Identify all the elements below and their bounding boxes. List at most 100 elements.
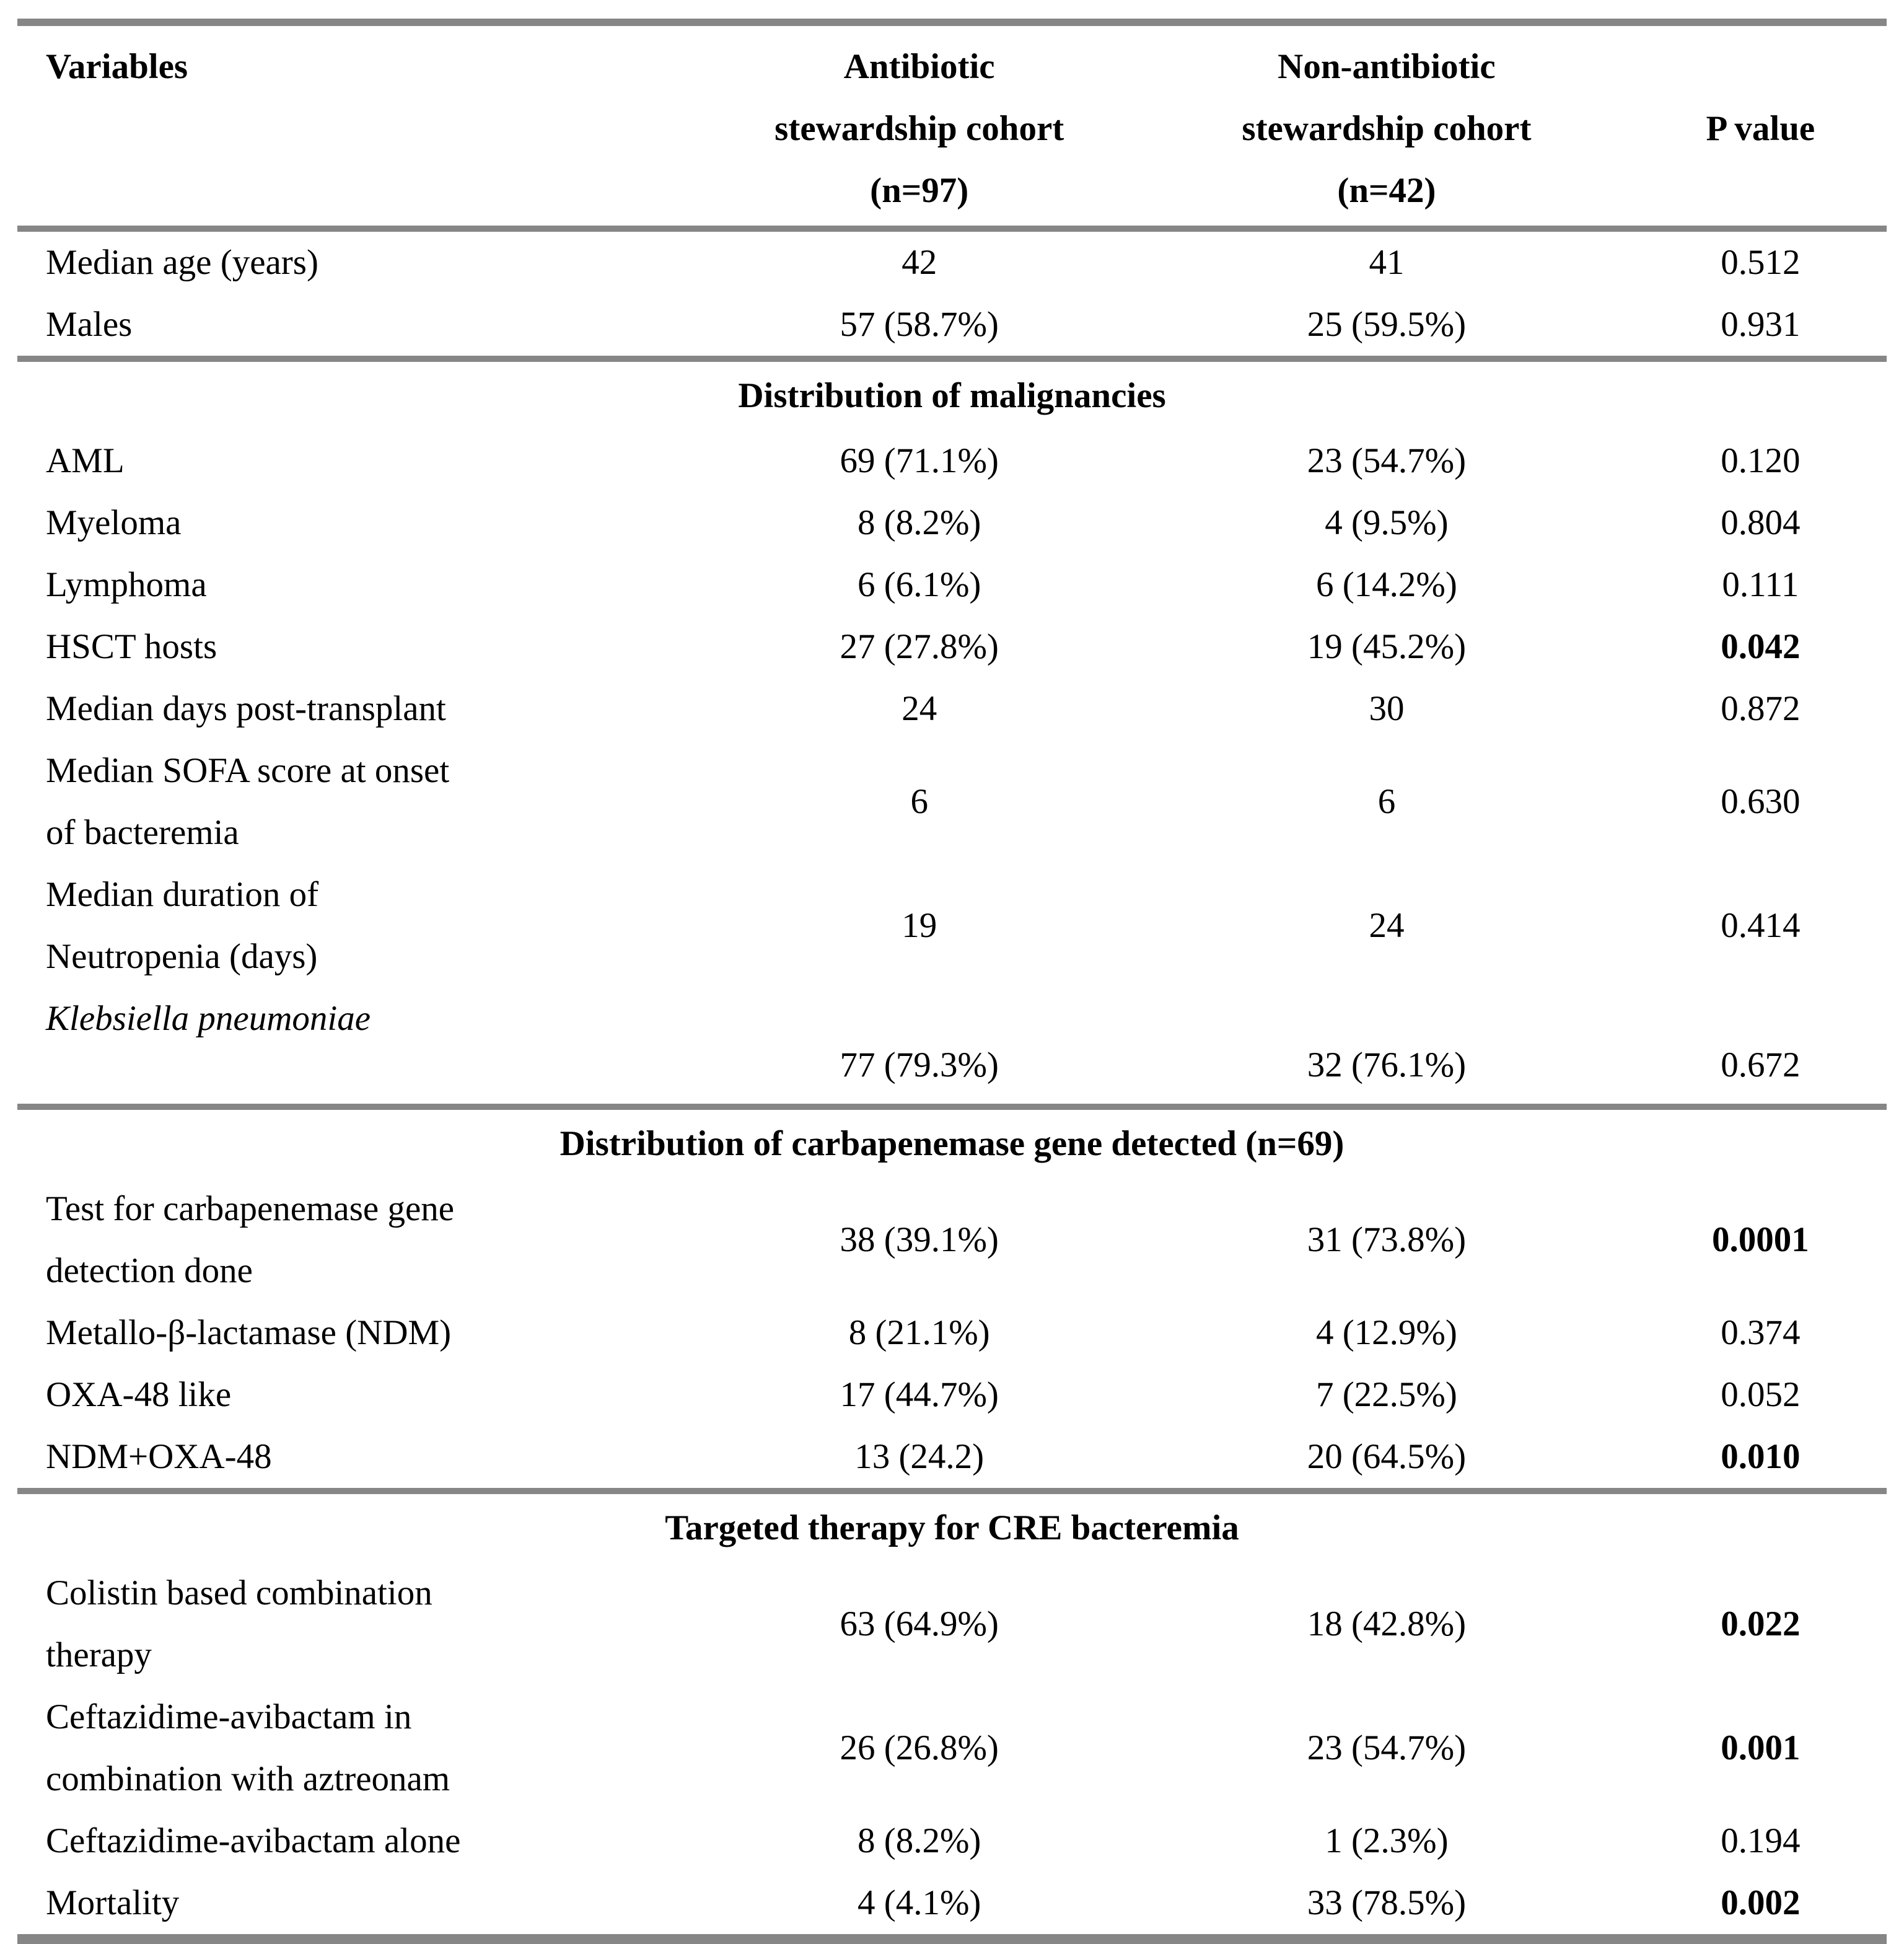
p-value: 0.931 [1634, 294, 1887, 362]
antibiotic-cohort-value: 8 (21.1%) [848, 1313, 990, 1352]
section-header: Distribution of malignancies [738, 376, 1166, 415]
antibiotic-cohort-value: 19 [902, 906, 937, 945]
antibiotic-cohort-value: 6 [910, 782, 928, 821]
non-antibiotic-cohort-value: 20 (64.5%) [1139, 1426, 1634, 1494]
antibiotic-cohort-value: 8 (8.2%) [857, 1821, 981, 1860]
non-antibiotic-cohort-value: 32 (76.1%) [1139, 988, 1634, 1110]
non-antibiotic-cohort-value: 23 (54.7%) [1307, 1728, 1467, 1767]
variable-label: Median SOFA score at onset of bacteremia [46, 751, 450, 852]
variable-label: OXA-48 like [46, 1375, 232, 1414]
table-row: Ceftazidime-avibactam in combination wit… [17, 1686, 1887, 1810]
p-value: 0.111 [1722, 565, 1799, 604]
table-header: Variables Antibiotic stewardship cohort … [17, 26, 1887, 232]
p-value: 0.022 [1721, 1604, 1801, 1643]
table-row: Median age (years) 42 41 0.512 [17, 229, 1887, 294]
p-value: 0.001 [1721, 1728, 1801, 1767]
table-row: Median duration of Neutropenia (days) 19 2… [17, 864, 1887, 988]
antibiotic-cohort-value: 17 (44.7%) [840, 1375, 999, 1414]
column-header-variables: Variables [17, 26, 700, 232]
p-value: 0.630 [1721, 782, 1801, 821]
table-row: Myeloma 8 (8.2%) 4 (9.5%) 0.804 [17, 492, 1887, 554]
p-value: 0.010 [1634, 1426, 1887, 1494]
p-value: 0.414 [1721, 906, 1801, 945]
antibiotic-cohort-value: 6 (6.1%) [857, 565, 981, 604]
cohort-comparison-table: Variables Antibiotic stewardship cohort … [17, 26, 1887, 1934]
p-value: 0.512 [1721, 243, 1801, 282]
section-header: Distribution of carbapenemase gene detec… [559, 1124, 1345, 1163]
non-antibiotic-cohort-value: 4 (12.9%) [1315, 1313, 1457, 1352]
non-antibiotic-cohort-value: 31 (73.8%) [1307, 1220, 1467, 1259]
table-row: Test for carbapenemase gene detection do… [17, 1178, 1887, 1302]
non-antibiotic-cohort-value: 1 (2.3%) [1325, 1821, 1449, 1860]
antibiotic-cohort-value: 42 [902, 243, 937, 282]
non-antibiotic-cohort-value: 4 (9.5%) [1325, 503, 1449, 542]
p-value: 0.672 [1634, 988, 1887, 1110]
table-row: Mortality 4 (4.1%) 33 (78.5%) 0.002 [17, 1872, 1887, 1934]
table-row: Colistin based combination therapy 63 (64… [17, 1562, 1887, 1686]
variable-label: Colistin based combination therapy [46, 1573, 432, 1674]
variable-label: Males [17, 294, 700, 362]
non-antibiotic-cohort-value: 25 (59.5%) [1139, 294, 1634, 362]
p-value: 0.872 [1721, 689, 1801, 728]
column-header-non-antibiotic-cohort: Non-antibiotic stewardship cohort (n=42) [1139, 26, 1634, 232]
non-antibiotic-cohort-value: 18 (42.8%) [1307, 1604, 1467, 1643]
antibiotic-cohort-value: 77 (79.3%) [700, 988, 1139, 1110]
variable-label: Klebsiella pneumoniae [17, 988, 700, 1110]
table-frame: Variables Antibiotic stewardship cohort … [17, 19, 1887, 1944]
header-row: Variables Antibiotic stewardship cohort … [17, 26, 1887, 232]
table-row: Median SOFA score at onset of bacteremia… [17, 740, 1887, 864]
section-header-row: Distribution of carbapenemase gene detec… [17, 1107, 1887, 1178]
variable-label: HSCT hosts [46, 627, 217, 666]
table-row: OXA-48 like 17 (44.7%) 7 (22.5%) 0.052 [17, 1364, 1887, 1426]
table-body: Median age (years) 42 41 0.512 Males 57 (58.7… [17, 229, 1887, 1934]
p-value: 0.042 [1721, 627, 1801, 666]
non-antibiotic-cohort-value: 24 [1369, 906, 1405, 945]
variable-label: Ceftazidime-avibactam in combination wit… [46, 1697, 450, 1798]
variable-label: Median days post-transplant [46, 689, 446, 728]
non-antibiotic-cohort-value: 41 [1369, 243, 1405, 282]
variable-label: Lymphoma [46, 565, 207, 604]
antibiotic-cohort-value: 63 (64.9%) [840, 1604, 999, 1643]
p-value: 0.0001 [1711, 1220, 1809, 1259]
antibiotic-cohort-value: 57 (58.7%) [700, 294, 1139, 362]
section-header: Targeted therapy for CRE bacteremia [665, 1508, 1239, 1547]
non-antibiotic-cohort-value: 6 (14.2%) [1315, 565, 1457, 604]
table-row: AML 69 (71.1%) 23 (54.7%) 0.120 [17, 430, 1887, 492]
non-antibiotic-cohort-value: 33 (78.5%) [1307, 1883, 1467, 1922]
section-header-row: Targeted therapy for CRE bacteremia [17, 1491, 1887, 1562]
p-value: 0.804 [1721, 503, 1801, 542]
antibiotic-cohort-value: 8 (8.2%) [857, 503, 981, 542]
antibiotic-cohort-value: 4 (4.1%) [857, 1883, 981, 1922]
column-header-antibiotic-cohort: Antibiotic stewardship cohort (n=97) [700, 26, 1139, 232]
non-antibiotic-cohort-value: 7 (22.5%) [1315, 1375, 1457, 1414]
variable-label: Ceftazidime-avibactam alone [46, 1821, 461, 1860]
table-row: Males 57 (58.7%) 25 (59.5%) 0.931 [17, 294, 1887, 362]
non-antibiotic-cohort-value: 6 [1377, 782, 1396, 821]
p-value: 0.120 [1721, 441, 1801, 480]
antibiotic-cohort-value: 13 (24.2) [700, 1426, 1139, 1494]
table-row: Metallo-β-lactamase (NDM) 8 (21.1%) 4 (12.… [17, 1302, 1887, 1364]
table-row: Median days post-transplant 24 30 0.872 [17, 678, 1887, 740]
section-header-row: Distribution of malignancies [17, 359, 1887, 430]
non-antibiotic-cohort-value: 23 (54.7%) [1307, 441, 1467, 480]
non-antibiotic-cohort-value: 19 (45.2%) [1307, 627, 1467, 666]
p-value: 0.374 [1721, 1313, 1801, 1352]
variable-label: AML [46, 441, 125, 480]
antibiotic-cohort-value: 38 (39.1%) [840, 1220, 999, 1259]
variable-label: NDM+OXA-48 [17, 1426, 700, 1494]
p-value: 0.194 [1721, 1821, 1801, 1860]
antibiotic-cohort-value: 26 (26.8%) [840, 1728, 999, 1767]
p-value: 0.052 [1721, 1375, 1801, 1414]
antibiotic-cohort-value: 27 (27.8%) [840, 627, 999, 666]
antibiotic-cohort-value: 24 [902, 689, 937, 728]
variable-label: Median duration of Neutropenia (days) [46, 875, 319, 976]
table-row: Ceftazidime-avibactam alone 8 (8.2%) 1 (2.… [17, 1810, 1887, 1872]
table-row: Lymphoma 6 (6.1%) 6 (14.2%) 0.111 [17, 554, 1887, 616]
table-row: Klebsiella pneumoniae 77 (79.3%) 32 (76.1%… [17, 988, 1887, 1110]
table-row: HSCT hosts 27 (27.8%) 19 (45.2%) 0.042 [17, 616, 1887, 678]
variable-label: Metallo-β-lactamase (NDM) [46, 1313, 452, 1352]
variable-label: Median age (years) [46, 243, 318, 282]
p-value: 0.002 [1721, 1883, 1801, 1922]
antibiotic-cohort-value: 69 (71.1%) [840, 441, 999, 480]
